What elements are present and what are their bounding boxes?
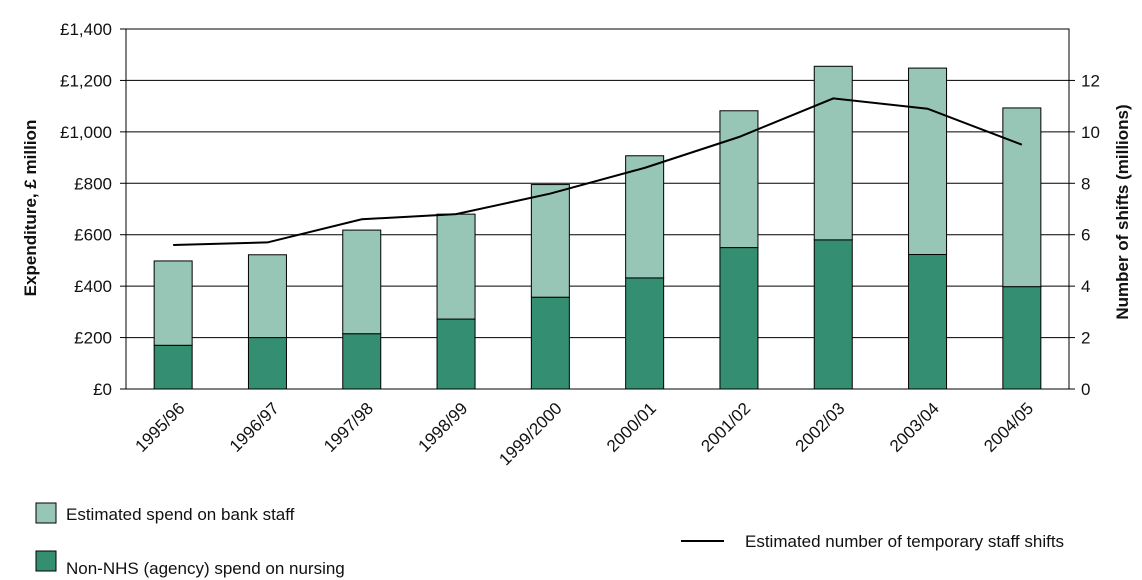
legend-label-line: Estimated number of temporary staff shif… — [745, 532, 1064, 551]
x-tick-label: 2002/03 — [792, 399, 849, 456]
bar-agency — [436, 318, 476, 390]
y-tick-label: £800 — [74, 174, 112, 193]
y2-tick-label: 6 — [1081, 226, 1090, 245]
y-tick-label: £200 — [74, 329, 112, 348]
x-tick-label: 1999/2000 — [495, 399, 565, 469]
y2-tick-label: 12 — [1081, 71, 1100, 90]
bar-bank — [247, 254, 287, 339]
y2-tick-label: 8 — [1081, 174, 1090, 193]
y-tick-label: £1,000 — [60, 123, 112, 142]
bar-bank — [530, 184, 570, 298]
plot-border — [125, 28, 1070, 390]
bar-agency — [247, 337, 287, 390]
y-tick-label: £400 — [74, 277, 112, 296]
legend-label-agency: Non-NHS (agency) spend on nursing — [66, 559, 345, 578]
x-tick-label: 2004/05 — [980, 399, 1037, 456]
right-axis-title: Number of shifts (millions) — [1113, 104, 1132, 319]
legend-label-bank: Estimated spend on bank staff — [66, 505, 295, 524]
y2-tick-label: 0 — [1081, 380, 1090, 399]
legend-swatch-bank — [35, 502, 57, 524]
x-tick-label: 1998/99 — [414, 399, 471, 456]
bar-bank — [719, 110, 759, 249]
bar-agency — [530, 296, 570, 390]
bar-bank — [342, 229, 382, 335]
bar-agency — [813, 239, 853, 390]
bar-bank — [813, 65, 853, 241]
bar-agency — [1002, 286, 1042, 390]
bar-agency — [342, 333, 382, 390]
x-tick-label: 2003/04 — [886, 399, 943, 456]
x-tick-label: 1996/97 — [226, 399, 283, 456]
bar-bank — [436, 213, 476, 320]
x-tick-label: 2001/02 — [697, 399, 754, 456]
shifts-line — [173, 97, 1023, 246]
bar-bank — [625, 155, 665, 279]
x-tick-label: 2000/01 — [603, 399, 660, 456]
plot-frame — [125, 28, 1070, 390]
y2-tick-label: 10 — [1081, 123, 1100, 142]
bar-bank — [908, 67, 948, 256]
shifts-line-group — [173, 97, 1023, 246]
legend-swatch-agency — [35, 550, 57, 572]
y-tick-label: £1,200 — [60, 71, 112, 90]
bar-agency — [908, 254, 948, 390]
left-axis-ticks: £0 £200 £400 £600 £800 £1,000 £1,200 £1,400 — [60, 20, 126, 399]
left-axis-title: Expenditure, £ million — [21, 120, 40, 297]
y-tick-label: £1,400 — [60, 20, 112, 39]
bars — [153, 65, 1042, 390]
bar-agency — [153, 344, 193, 390]
y2-tick-label: 2 — [1081, 329, 1090, 348]
y-tick-label: £600 — [74, 226, 112, 245]
y-tick-label: £0 — [93, 380, 112, 399]
x-tick-label: 1995/96 — [132, 399, 189, 456]
bar-agency — [625, 277, 665, 390]
legend: Estimated spend on bank staff Non-NHS (a… — [35, 502, 1064, 578]
right-axis-ticks: 0 2 4 6 8 10 12 — [1069, 71, 1100, 399]
bar-bank — [153, 260, 193, 346]
x-tick-label: 1997/98 — [320, 399, 377, 456]
bar-agency — [719, 247, 759, 390]
x-axis-ticks: 1995/96 1996/97 1997/98 1998/99 1999/2000 200… — [132, 399, 1038, 469]
y2-tick-label: 4 — [1081, 277, 1090, 296]
bar-bank — [1002, 107, 1042, 288]
